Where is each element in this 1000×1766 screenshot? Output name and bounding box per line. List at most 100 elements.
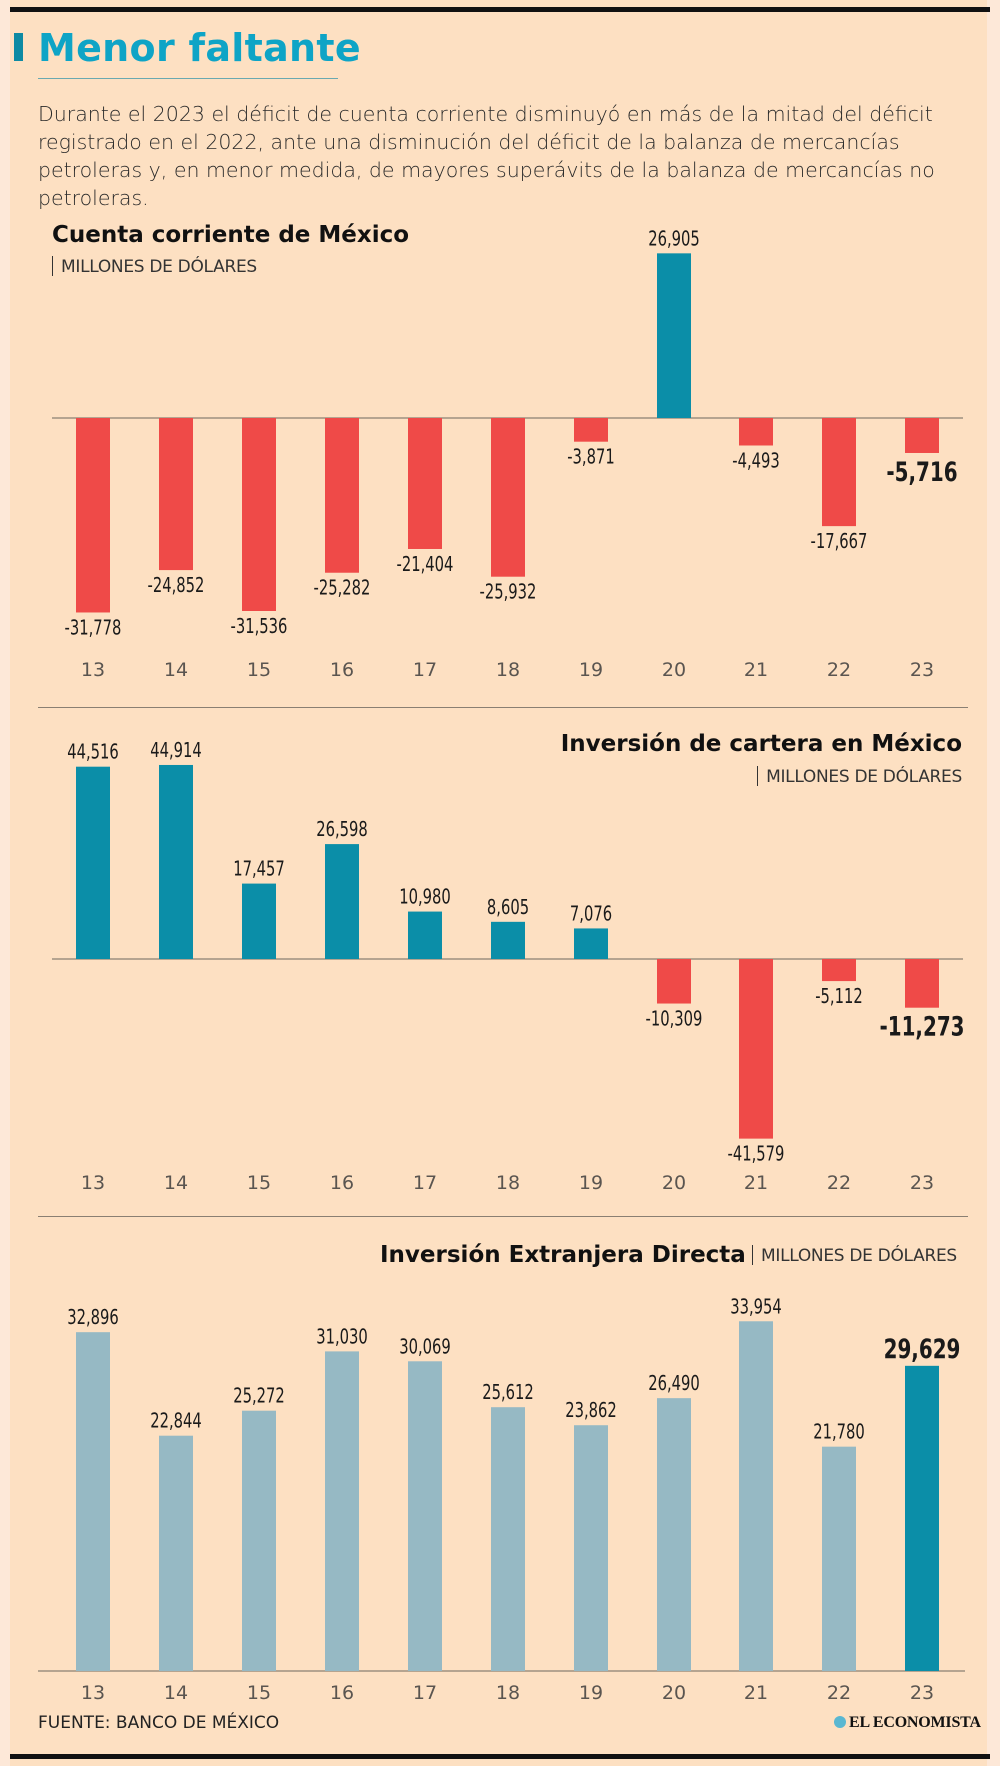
x-tick-20: 20 [662, 1172, 686, 1194]
x-tick-22: 22 [827, 1682, 851, 1704]
bar-18 [491, 418, 525, 577]
x-tick-19: 19 [579, 1172, 603, 1194]
bar-18 [491, 1407, 525, 1671]
x-tick-18: 18 [496, 659, 520, 681]
x-tick-21: 21 [744, 1172, 768, 1194]
data-label-21: 33,954 [730, 1296, 782, 1319]
x-tick-13: 13 [81, 1172, 105, 1194]
data-label-15: 25,272 [233, 1385, 285, 1408]
bar-22 [822, 959, 856, 982]
data-label-18: 8,605 [487, 896, 529, 919]
x-tick-19: 19 [579, 659, 603, 681]
data-label-15: 17,457 [233, 858, 285, 881]
bar-13 [76, 1332, 110, 1671]
bar-20 [657, 959, 691, 1004]
chart-title-ied: Inversión Extranjera Directa [380, 1242, 746, 1268]
data-label-13: 44,516 [67, 741, 119, 764]
x-tick-16: 16 [330, 1172, 354, 1194]
x-tick-20: 20 [662, 1682, 686, 1704]
bar-15 [242, 883, 276, 959]
x-tick-19: 19 [579, 1682, 603, 1704]
bar-16 [325, 1351, 359, 1671]
x-tick-16: 16 [330, 659, 354, 681]
data-label-22: -17,667 [811, 531, 868, 554]
bar-17 [408, 911, 442, 959]
bar-14 [159, 418, 193, 571]
data-label-20: -10,309 [646, 1008, 703, 1031]
bar-20 [657, 1398, 691, 1671]
x-tick-18: 18 [496, 1172, 520, 1194]
bar-22 [822, 418, 856, 527]
bar-22 [822, 1446, 856, 1671]
x-tick-23: 23 [910, 1682, 934, 1704]
data-label-17: 30,069 [399, 1336, 451, 1359]
x-tick-23: 23 [910, 1172, 934, 1194]
x-tick-21: 21 [744, 1682, 768, 1704]
x-tick-21: 21 [744, 659, 768, 681]
data-label-19: 23,862 [565, 1400, 617, 1423]
chart-unit-cuenta-corriente: MILLONES DE DÓLARES [52, 256, 257, 277]
x-tick-13: 13 [81, 659, 105, 681]
data-label-18: -25,932 [480, 581, 537, 604]
chart-unit-ied: MILLONES DE DÓLARES [752, 1245, 957, 1266]
data-label-22: 21,780 [813, 1421, 865, 1444]
x-tick-14: 14 [164, 1682, 188, 1704]
bar-15 [242, 1410, 276, 1671]
x-tick-14: 14 [164, 659, 188, 681]
page-title: Menor faltante [38, 26, 361, 70]
data-label-14: -24,852 [148, 575, 205, 598]
data-label-13: -31,778 [65, 617, 122, 640]
x-tick-14: 14 [164, 1172, 188, 1194]
chart-title-cuenta-corriente: Cuenta corriente de México [52, 222, 410, 248]
bar-16 [325, 418, 359, 573]
bar-23 [905, 1365, 939, 1671]
data-label-23: 29,629 [884, 1333, 961, 1365]
title-accent-bar [14, 33, 23, 61]
x-tick-23: 23 [910, 659, 934, 681]
bar-16 [325, 844, 359, 959]
bar-13 [76, 418, 110, 613]
x-tick-17: 17 [413, 1682, 437, 1704]
data-label-20: 26,490 [648, 1373, 700, 1396]
bar-14 [159, 764, 193, 959]
data-label-16: 31,030 [316, 1326, 368, 1349]
data-label-18: 25,612 [482, 1382, 534, 1405]
divider-2 [38, 1216, 968, 1217]
x-tick-15: 15 [247, 1682, 271, 1704]
x-tick-22: 22 [827, 1172, 851, 1194]
data-label-16: -25,282 [314, 577, 371, 600]
data-label-16: 26,598 [316, 819, 368, 842]
x-tick-22: 22 [827, 659, 851, 681]
x-tick-13: 13 [81, 1682, 105, 1704]
brand-icon [834, 1716, 846, 1728]
bar-15 [242, 418, 276, 612]
x-tick-17: 17 [413, 1172, 437, 1194]
data-label-13: 32,896 [67, 1307, 119, 1330]
data-label-20: 26,905 [648, 228, 700, 251]
bar-13 [76, 766, 110, 959]
data-label-19: 7,076 [570, 903, 612, 926]
data-label-17: 10,980 [399, 886, 451, 909]
bar-14 [159, 1435, 193, 1671]
bar-18 [491, 921, 525, 959]
intro-text: Durante el 2023 el déficit de cuenta cor… [38, 102, 935, 210]
divider-1 [38, 707, 968, 708]
bar-21 [739, 418, 773, 446]
bar-17 [408, 418, 442, 549]
data-label-23: -5,716 [886, 456, 957, 488]
data-label-21: -4,493 [732, 450, 779, 473]
brand-logo: EL ECONOMISTA [834, 1714, 981, 1732]
top-rule [10, 7, 990, 12]
bar-20 [657, 253, 691, 418]
bar-19 [574, 418, 608, 442]
data-label-14: 44,914 [150, 739, 202, 762]
data-label-17: -21,404 [397, 553, 454, 576]
bar-19 [574, 928, 608, 959]
bar-19 [574, 1425, 608, 1671]
x-tick-18: 18 [496, 1682, 520, 1704]
x-tick-15: 15 [247, 1172, 271, 1194]
source-note: FUENTE: BANCO DE MÉXICO [38, 1713, 280, 1733]
